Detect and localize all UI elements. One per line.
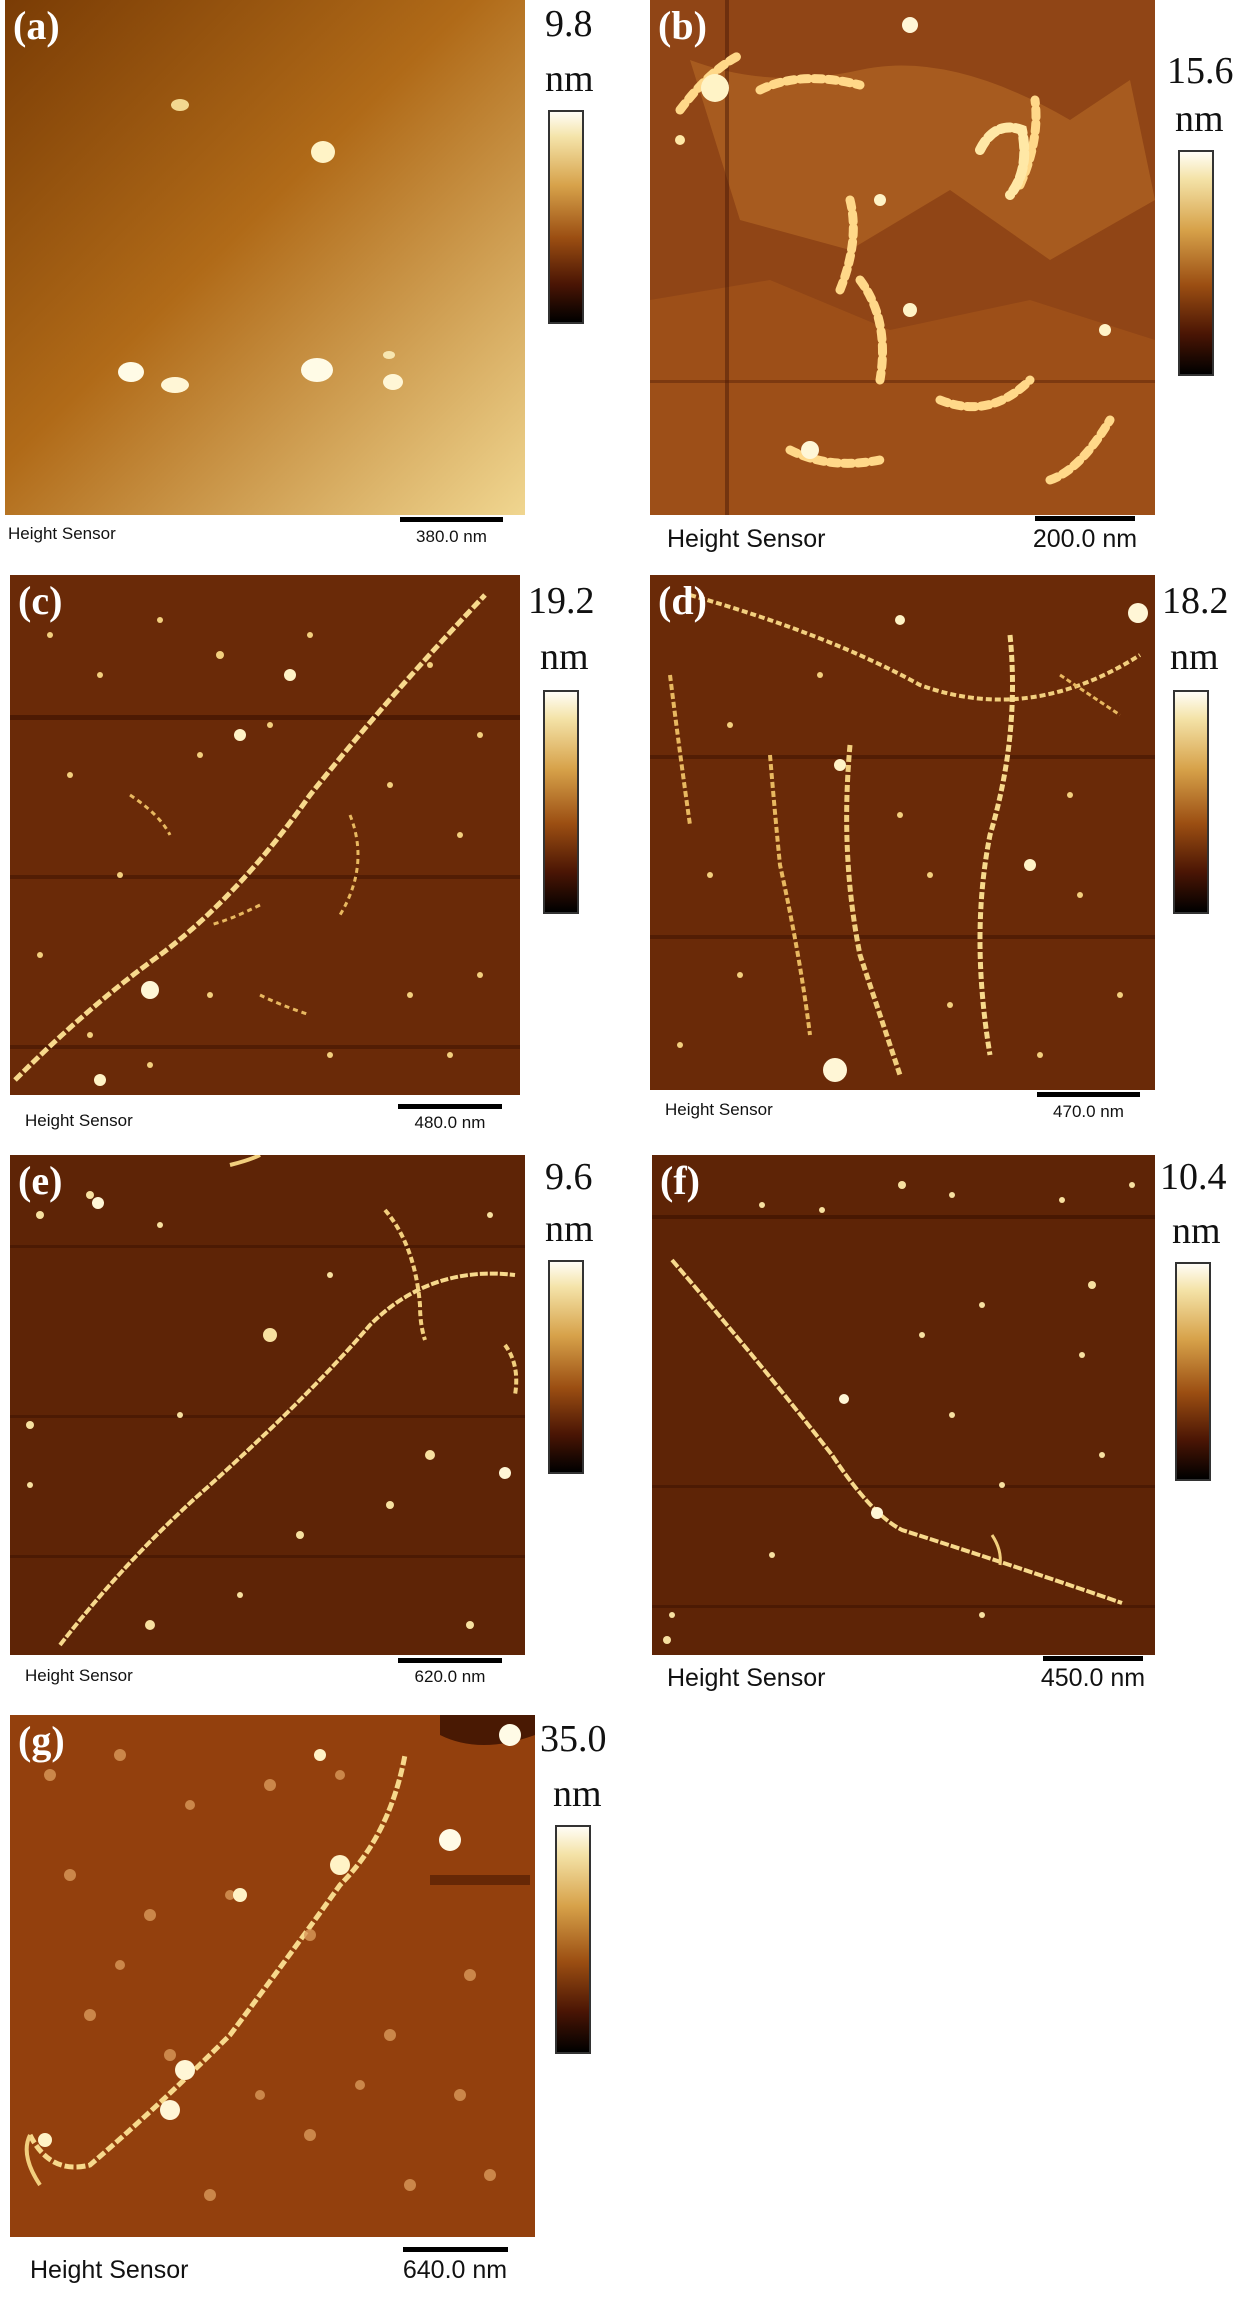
panel-g-colorbar-unit: nm [553,1773,602,1815]
panel-b-colorbar-unit: nm [1175,98,1224,140]
panel-e-colorbar-unit: nm [545,1208,594,1250]
panel-c-image: (c) [10,575,520,1095]
panel-b-image: (b) [650,0,1155,515]
panel-d-sensor-label: Height Sensor [665,1100,773,1119]
panel-d-image: (d) [650,575,1155,1090]
panel-b-scale-label: 200.0 nm [1032,525,1138,553]
panel-b-colorbar [1178,150,1214,376]
panel-e-image: (e) [10,1155,525,1655]
panel-f-label: (f) [660,1158,700,1203]
panel-b-scale-bar [1035,516,1135,521]
panel-c-colorbar [543,690,579,914]
panel-g-scale-label: 640.0 nm [402,2256,508,2284]
panel-a-colorbar-unit: nm [545,58,594,100]
panel-a-image: (a) [5,0,525,515]
panel-f-colorbar-unit: nm [1172,1210,1221,1252]
panel-c-scale-label: 480.0 nm [414,1113,486,1132]
panel-f-colorbar [1175,1262,1211,1481]
panel-g-scale-bar [403,2247,508,2252]
panel-f-colorbar-max: 10.4 [1160,1156,1227,1198]
panel-d-scale-bar [1037,1092,1140,1097]
panel-a-colorbar-max: 9.8 [545,3,593,45]
panel-c-label: (c) [18,578,63,623]
panel-g-colorbar [555,1825,591,2054]
panel-f-image: (f) [652,1155,1155,1655]
panel-b-colorbar-max: 15.6 [1167,50,1234,92]
panel-e-colorbar-max: 9.6 [545,1156,593,1198]
panel-g-image: (g) [10,1715,535,2237]
panel-b-sensor-label: Height Sensor [667,525,826,553]
panel-f-scale-label: 450.0 nm [1040,1664,1146,1692]
panel-c-scale-bar [398,1104,502,1109]
panel-a-scale-bar [400,517,503,522]
panel-e-colorbar [548,1260,584,1474]
panel-f-scale-bar [1043,1656,1143,1661]
panel-d-scale-label: 470.0 nm [1053,1102,1124,1121]
panel-e-scale-label: 620.0 nm [414,1667,486,1686]
panel-c-sensor-label: Height Sensor [25,1111,133,1130]
panel-c-colorbar-unit: nm [540,636,589,678]
panel-e-sensor-label: Height Sensor [25,1666,133,1685]
panel-g-sensor-label: Height Sensor [30,2256,189,2284]
panel-d-label: (d) [658,578,707,623]
panel-e-scale-bar [398,1658,502,1663]
panel-d-colorbar [1173,690,1209,914]
panel-b-label: (b) [658,3,707,48]
panel-e-label: (e) [18,1158,63,1203]
panel-a-sensor-label: Height Sensor [8,524,116,543]
panel-d-colorbar-max: 18.2 [1162,580,1229,622]
panel-d-colorbar-unit: nm [1170,636,1219,678]
panel-a-colorbar [548,110,584,324]
panel-a-label: (a) [13,3,60,48]
panel-f-sensor-label: Height Sensor [667,1664,826,1692]
panel-g-colorbar-max: 35.0 [540,1718,607,1760]
panel-g-label: (g) [18,1718,65,1763]
panel-c-colorbar-max: 19.2 [528,580,595,622]
panel-a-scale-label: 380.0 nm [416,527,487,546]
